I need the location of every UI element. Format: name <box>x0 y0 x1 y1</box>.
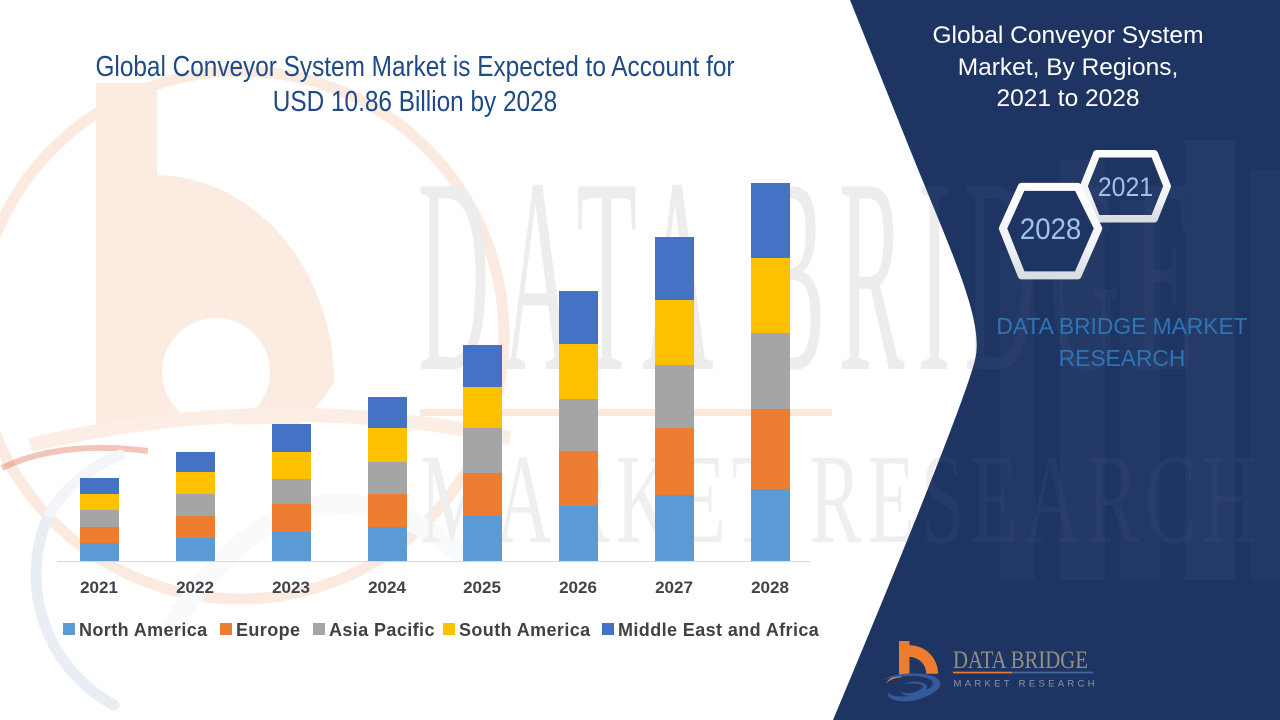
svg-text:2021: 2021 <box>1098 173 1153 202</box>
svg-text:DATA BRIDGE: DATA BRIDGE <box>953 646 1088 673</box>
svg-text:MARKET RESEARCH: MARKET RESEARCH <box>954 679 1098 690</box>
svg-text:2028: 2028 <box>1020 213 1081 246</box>
